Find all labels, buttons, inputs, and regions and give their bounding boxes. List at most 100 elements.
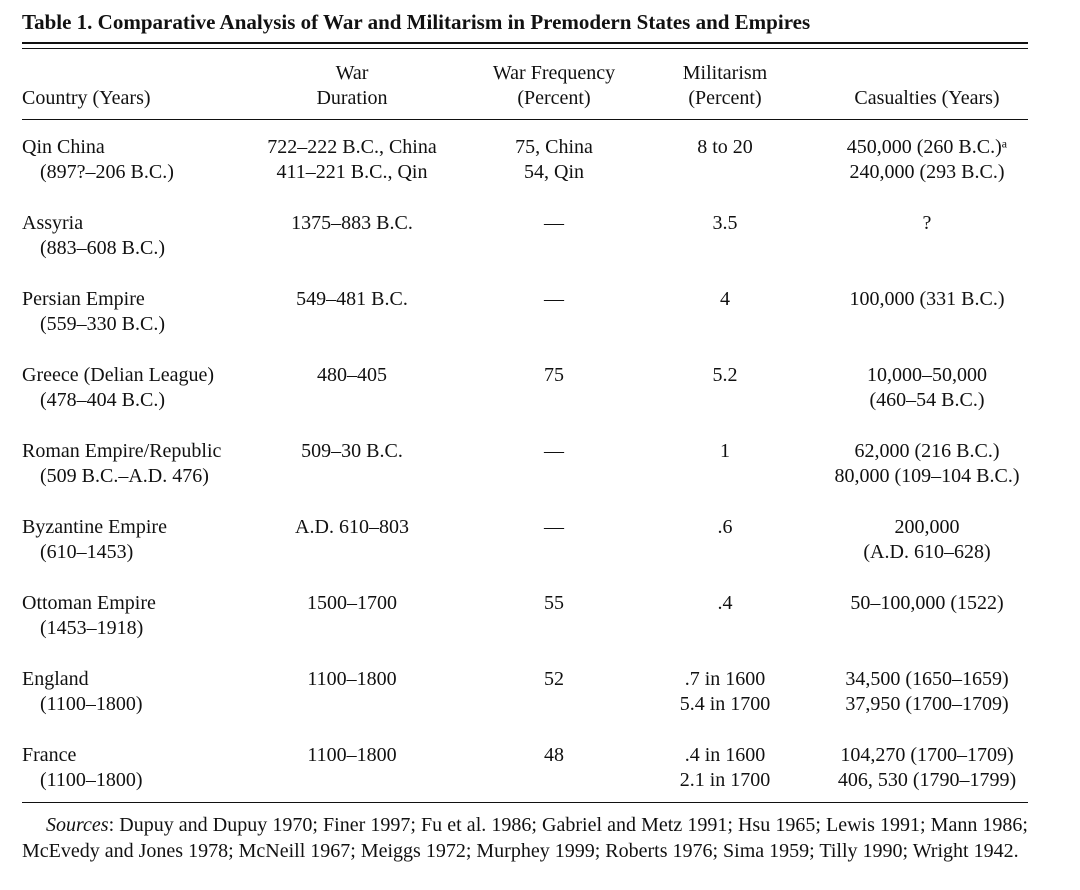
cell-country: Ottoman Empire (1453–1918) — [22, 591, 156, 641]
cell-casualties: 34,500 (1650–1659) 37,950 (1700–1709) — [845, 667, 1008, 717]
cell-duration-line: 1375–883 B.C. — [291, 212, 413, 234]
cell-casualties-line: 34,500 (1650–1659) — [845, 668, 1009, 690]
cell-frequency-line: 48 — [544, 744, 564, 766]
cell-country-line: (883–608 B.C.) — [40, 237, 165, 259]
cell-casualties-line: 50–100,000 (1522) — [850, 592, 1004, 614]
cell-country-line: Roman Empire/Republic — [22, 440, 222, 462]
cell-duration-line: 1500–1700 — [307, 592, 397, 614]
cell-militarism: 1 — [720, 439, 730, 464]
cell-casualties-line: 200,000 — [894, 516, 960, 538]
cell-frequency-line: — — [544, 516, 564, 538]
cell-duration-line: 411–221 B.C., Qin — [276, 161, 428, 183]
cell-militarism-line: .4 in 1600 — [684, 744, 766, 766]
cell-militarism: 3.5 — [713, 211, 738, 236]
cell-casualties-line: ? — [922, 212, 932, 234]
header-frequency-line2: (Percent) — [517, 87, 591, 109]
cell-militarism: 4 — [720, 287, 730, 312]
header-frequency-line1: War Frequency — [492, 62, 616, 84]
cell-casualties-line: 450,000 (260 B.C.)ᵃ — [846, 136, 1008, 158]
cell-duration: 1500–1700 — [307, 591, 397, 616]
header-militarism-line2: (Percent) — [688, 87, 762, 109]
header-duration-line2: Duration — [316, 87, 388, 109]
cell-militarism: 5.2 — [713, 363, 738, 388]
cell-frequency-line: 75, China — [515, 136, 593, 158]
cell-frequency: 75, China 54, Qin — [515, 135, 593, 185]
cell-duration-line: 1100–1800 — [307, 744, 397, 766]
cell-militarism-line: 5.2 — [712, 364, 738, 386]
cell-duration-line: 480–405 — [317, 364, 387, 386]
cell-frequency: — — [544, 515, 564, 540]
cell-casualties-line: 10,000–50,000 — [867, 364, 987, 386]
cell-militarism-line: .4 — [717, 592, 733, 614]
cell-frequency-line: — — [544, 288, 564, 310]
cell-militarism: .4 — [718, 591, 733, 616]
header-militarism: Militarism (Percent) — [683, 61, 767, 111]
table-title: Table 1. Comparative Analysis of War and… — [22, 10, 811, 34]
cell-frequency-line: 55 — [544, 592, 564, 614]
cell-duration: 1375–883 B.C. — [291, 211, 413, 236]
cell-duration: 509–30 B.C. — [301, 439, 403, 464]
cell-country: France (1100–1800) — [22, 743, 143, 793]
top-rule-thin — [22, 48, 1028, 49]
cell-militarism-line: 2.1 in 1700 — [679, 769, 771, 791]
header-casualties-line2: Casualties (Years) — [854, 87, 1000, 109]
cell-country-line: Persian Empire — [22, 288, 145, 310]
cell-casualties: 104,270 (1700–1709) 406, 530 (1790–1799) — [838, 743, 1016, 793]
cell-country-line: (559–330 B.C.) — [40, 313, 165, 335]
cell-country-line: (509 B.C.–A.D. 476) — [40, 465, 209, 487]
cell-country-line: (1453–1918) — [40, 617, 144, 639]
cell-militarism-line: 1 — [720, 440, 730, 462]
cell-country-line: Ottoman Empire — [22, 592, 156, 614]
cell-frequency: 52 — [544, 667, 564, 692]
cell-country: Assyria (883–608 B.C.) — [22, 211, 165, 261]
top-rule — [22, 42, 1028, 44]
sources-label: Sources — [46, 814, 109, 836]
cell-country-line: Assyria — [22, 212, 84, 234]
cell-country-line: (478–404 B.C.) — [40, 389, 165, 411]
header-war-duration: War Duration — [316, 61, 387, 111]
header-war-frequency: War Frequency (Percent) — [493, 61, 615, 111]
cell-duration: 549–481 B.C. — [296, 287, 408, 312]
cell-country-line: (610–1453) — [40, 541, 134, 563]
cell-duration-line: 722–222 B.C., China — [267, 136, 437, 158]
cell-duration: 1100–1800 — [307, 667, 396, 692]
cell-casualties-line: 104,270 (1700–1709) — [840, 744, 1014, 766]
header-country-line2: Country (Years) — [22, 87, 151, 109]
cell-militarism: .4 in 1600 2.1 in 1700 — [680, 743, 771, 793]
cell-frequency: 55 — [544, 591, 564, 616]
cell-country: Greece (Delian League) (478–404 B.C.) — [22, 363, 214, 413]
cell-militarism-line: 4 — [720, 288, 730, 310]
header-country-line1 — [22, 61, 151, 86]
cell-duration-line: A.D. 610–803 — [295, 516, 409, 538]
cell-casualties: ? — [923, 211, 932, 236]
cell-casualties: 50–100,000 (1522) — [850, 591, 1003, 616]
cell-frequency: 48 — [544, 743, 564, 768]
sources-text: : Dupuy and Dupuy 1970; Finer 1997; Fu e… — [22, 814, 1028, 862]
cell-duration-line: 1100–1800 — [307, 668, 397, 690]
cell-duration: 1100–1800 — [307, 743, 396, 768]
cell-militarism: .6 — [718, 515, 733, 540]
cell-casualties-line: 240,000 (293 B.C.) — [849, 161, 1005, 183]
cell-duration: 722–222 B.C., China 411–221 B.C., Qin — [267, 135, 436, 185]
cell-militarism-line: 5.4 in 1700 — [679, 693, 771, 715]
cell-country: Roman Empire/Republic (509 B.C.–A.D. 476) — [22, 439, 221, 489]
cell-militarism-line: 8 to 20 — [697, 136, 753, 158]
cell-casualties-line: (A.D. 610–628) — [863, 541, 991, 563]
cell-casualties-line: (460–54 B.C.) — [869, 389, 985, 411]
cell-frequency: 75 — [544, 363, 564, 388]
header-rule — [22, 119, 1028, 120]
cell-casualties: 62,000 (216 B.C.) 80,000 (109–104 B.C.) — [835, 439, 1020, 489]
header-duration-line1: War — [335, 62, 369, 84]
cell-country-line: (1100–1800) — [40, 693, 143, 715]
header-casualties-line1 — [854, 61, 999, 86]
cell-frequency-line: — — [544, 440, 564, 462]
cell-militarism-line: 3.5 — [712, 212, 738, 234]
cell-country: England (1100–1800) — [22, 667, 143, 717]
cell-country-line: Byzantine Empire — [22, 516, 167, 538]
cell-militarism-line: .7 in 1600 — [684, 668, 766, 690]
cell-casualties-line: 37,950 (1700–1709) — [845, 693, 1009, 715]
cell-militarism-line: .6 — [717, 516, 733, 538]
cell-casualties: 10,000–50,000 (460–54 B.C.) — [867, 363, 987, 413]
cell-country: Persian Empire (559–330 B.C.) — [22, 287, 165, 337]
cell-country-line: England — [22, 668, 89, 690]
